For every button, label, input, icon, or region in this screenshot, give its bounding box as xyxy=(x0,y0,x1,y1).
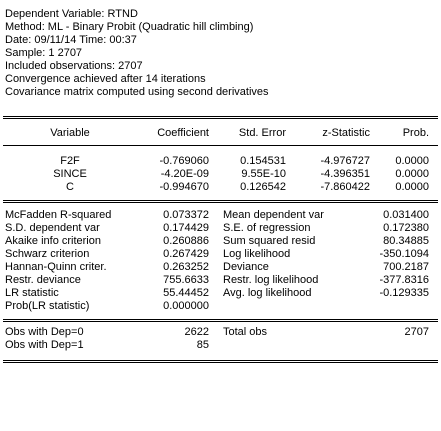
stat-value: 0.267429 xyxy=(163,248,209,260)
stat-value: 700.2187 xyxy=(383,261,429,273)
obs-value: 2622 xyxy=(184,326,209,338)
stat-value: 755.6633 xyxy=(163,274,209,286)
stats-row: S.D. dependent var 0.174429 S.E. of regr… xyxy=(0,222,441,235)
prob-value: 0.0000 xyxy=(395,168,429,180)
stat-value: 0.073372 xyxy=(163,209,209,221)
stat-value: -350.1094 xyxy=(379,248,429,260)
stats-row: LR statistic 55.44452 Avg. log likelihoo… xyxy=(0,287,441,300)
obs-label: Total obs xyxy=(223,326,268,338)
obs-row: Obs with Dep=1 85 xyxy=(0,339,441,352)
header-z-statistic: z-Statistic xyxy=(322,127,370,139)
stat-value: 0.174429 xyxy=(163,222,209,234)
stat-value: 0.000000 xyxy=(163,300,209,312)
stat-label: McFadden R-squared xyxy=(5,209,112,221)
method-line: Method: ML - Binary Probit (Quadratic hi… xyxy=(5,21,254,33)
stat-value: 55.44452 xyxy=(163,287,209,299)
stat-label: Schwarz criterion xyxy=(5,248,90,260)
prob-value: 0.0000 xyxy=(395,181,429,193)
header-std-error: Std. Error xyxy=(238,127,286,139)
prob-value: 0.0000 xyxy=(395,155,429,167)
header-variable: Variable xyxy=(50,127,90,139)
stat-value: -377.8316 xyxy=(379,274,429,286)
coefficient-value: -4.20E-09 xyxy=(160,168,209,180)
variable-name: C xyxy=(66,181,74,193)
coef-row: F2F -0.769060 0.154531 -4.976727 0.0000 xyxy=(0,155,441,168)
stat-label: Restr. deviance xyxy=(5,274,81,286)
header-prob: Prob. xyxy=(402,127,429,139)
stat-label: Prob(LR statistic) xyxy=(5,300,90,312)
obs-label: Obs with Dep=0 xyxy=(5,326,84,338)
stat-label: LR statistic xyxy=(5,287,59,299)
z-statistic-value: -4.976727 xyxy=(320,155,370,167)
coef-header-row: Variable Coefficient Std. Error z-Statis… xyxy=(0,127,441,140)
std-error-value: 9.55E-10 xyxy=(241,168,286,180)
stat-label: S.E. of regression xyxy=(223,222,311,234)
stat-value: 0.263252 xyxy=(163,261,209,273)
header-coefficient: Coefficient xyxy=(157,127,209,139)
table-top-rule-1 xyxy=(3,116,438,117)
stat-value: -0.129335 xyxy=(379,287,429,299)
date-line: Date: 09/11/14 Time: 00:37 xyxy=(5,34,137,46)
stat-label: Avg. log likelihood xyxy=(223,287,312,299)
obs-value: 85 xyxy=(196,339,209,351)
stat-label: Hannan-Quinn criter. xyxy=(5,261,107,273)
variable-name: F2F xyxy=(60,155,80,167)
variable-name: SINCE xyxy=(53,168,87,180)
stat-label: Sum squared resid xyxy=(223,235,316,247)
z-statistic-value: -4.396351 xyxy=(320,168,370,180)
stat-label: Restr. log likelihood xyxy=(223,274,319,286)
stat-label: Akaike info criterion xyxy=(5,235,101,247)
sample-line: Sample: 1 2707 xyxy=(5,47,83,59)
table-bottom-rule-1 xyxy=(3,360,438,361)
stats-row: Hannan-Quinn criter. 0.263252 Deviance 7… xyxy=(0,261,441,274)
stat-value: 0.172380 xyxy=(383,222,429,234)
obs-top-rule-1 xyxy=(3,319,438,320)
table-bottom-rule-2 xyxy=(3,362,438,363)
obs-value: 2707 xyxy=(404,326,429,338)
covariance-line: Covariance matrix computed using second … xyxy=(5,86,269,98)
stats-top-rule-1 xyxy=(3,200,438,201)
coef-row: SINCE -4.20E-09 9.55E-10 -4.396351 0.000… xyxy=(0,168,441,181)
stats-row: Restr. deviance 755.6633 Restr. log like… xyxy=(0,274,441,287)
estimation-header: Dependent Variable: RTND Method: ML - Bi… xyxy=(5,8,269,99)
stats-row: McFadden R-squared 0.073372 Mean depende… xyxy=(0,209,441,222)
dependent-variable-line: Dependent Variable: RTND xyxy=(5,8,138,20)
stat-value: 0.260886 xyxy=(163,235,209,247)
convergence-line: Convergence achieved after 14 iterations xyxy=(5,73,206,85)
stat-label: S.D. dependent var xyxy=(5,222,100,234)
obs-label: Obs with Dep=1 xyxy=(5,339,84,351)
stat-label: Log likelihood xyxy=(223,248,291,260)
stat-label: Deviance xyxy=(223,261,269,273)
std-error-value: 0.126542 xyxy=(240,181,286,193)
stat-value: 80.34885 xyxy=(383,235,429,247)
table-top-rule-2 xyxy=(3,118,438,119)
stat-value: 0.031400 xyxy=(383,209,429,221)
stats-top-rule-2 xyxy=(3,202,438,203)
observations-line: Included observations: 2707 xyxy=(5,60,143,72)
stats-row: Prob(LR statistic) 0.000000 xyxy=(0,300,441,313)
coefficient-value: -0.769060 xyxy=(159,155,209,167)
std-error-value: 0.154531 xyxy=(240,155,286,167)
obs-top-rule-2 xyxy=(3,321,438,322)
stat-label: Mean dependent var xyxy=(223,209,324,221)
stats-row: Schwarz criterion 0.267429 Log likelihoo… xyxy=(0,248,441,261)
coefficient-value: -0.994670 xyxy=(159,181,209,193)
stats-row: Akaike info criterion 0.260886 Sum squar… xyxy=(0,235,441,248)
coef-header-rule xyxy=(3,145,438,146)
coef-row: C -0.994670 0.126542 -7.860422 0.0000 xyxy=(0,181,441,194)
z-statistic-value: -7.860422 xyxy=(320,181,370,193)
obs-row: Obs with Dep=0 2622 Total obs 2707 xyxy=(0,326,441,339)
